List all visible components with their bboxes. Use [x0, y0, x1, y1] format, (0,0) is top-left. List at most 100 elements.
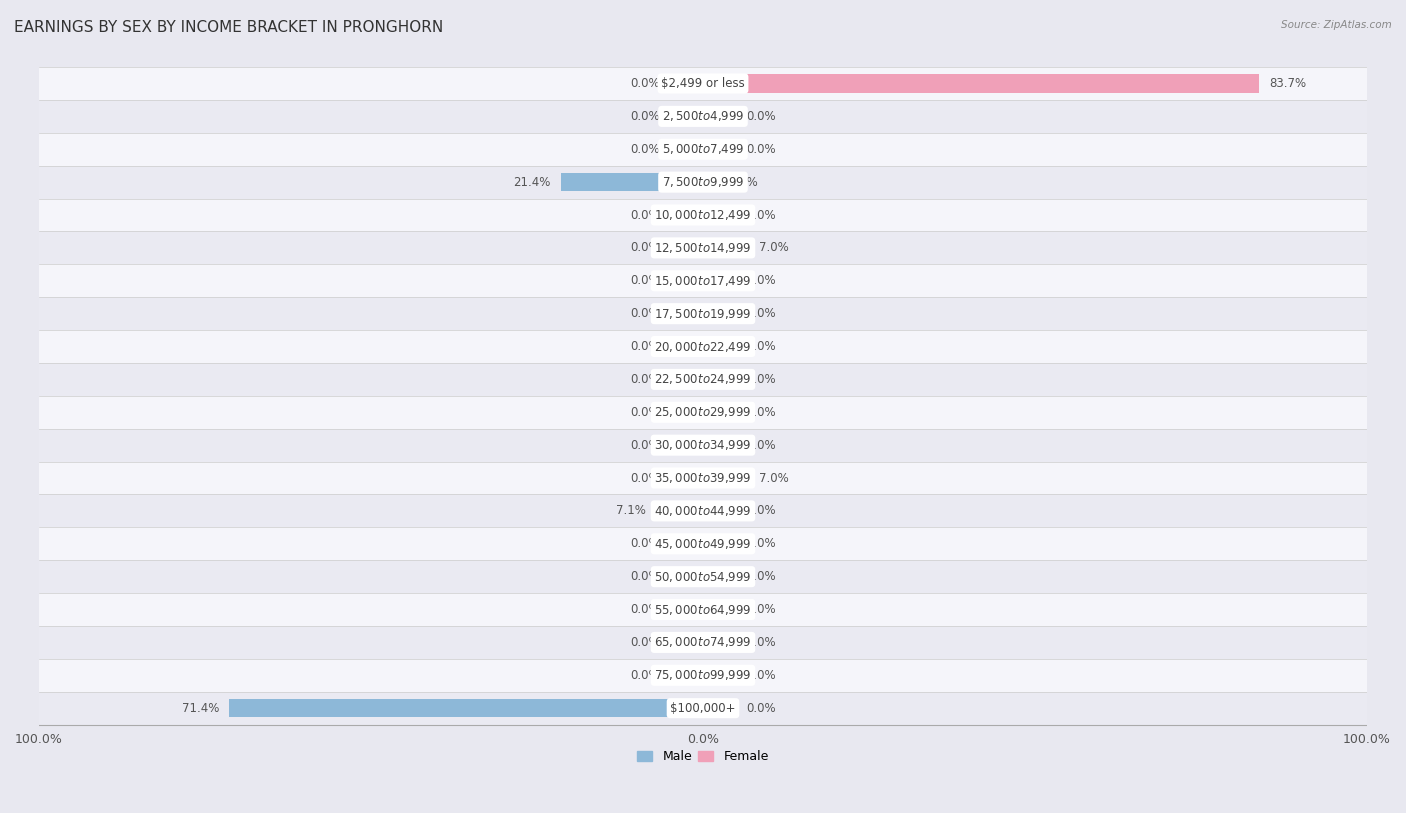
Bar [6, 494, 1400, 528]
Text: 0.0%: 0.0% [630, 669, 659, 682]
Bar [669, 535, 703, 553]
Text: $25,000 to $29,999: $25,000 to $29,999 [654, 406, 752, 420]
Text: 7.1%: 7.1% [616, 504, 645, 517]
Bar [703, 107, 737, 125]
Text: 0.0%: 0.0% [747, 504, 776, 517]
Bar [6, 264, 1400, 298]
Bar [703, 567, 737, 585]
Bar [6, 100, 1400, 133]
Text: 0.0%: 0.0% [630, 373, 659, 386]
Bar [6, 166, 1400, 198]
Text: $2,500 to $4,999: $2,500 to $4,999 [662, 110, 744, 124]
Text: 0.0%: 0.0% [747, 307, 776, 320]
Bar [669, 140, 703, 159]
Bar [229, 699, 703, 717]
Bar [669, 272, 703, 289]
Bar [669, 337, 703, 355]
Text: 0.0%: 0.0% [747, 406, 776, 419]
Bar [703, 173, 718, 191]
Bar [703, 633, 737, 651]
Text: $100,000+: $100,000+ [671, 702, 735, 715]
Bar [669, 436, 703, 454]
Bar [669, 305, 703, 323]
Bar [669, 403, 703, 421]
Bar [669, 633, 703, 651]
Text: $65,000 to $74,999: $65,000 to $74,999 [654, 636, 752, 650]
Text: 2.3%: 2.3% [728, 176, 758, 189]
Bar [6, 692, 1400, 724]
Text: 0.0%: 0.0% [747, 439, 776, 452]
Bar [6, 626, 1400, 659]
Text: 0.0%: 0.0% [630, 143, 659, 156]
Bar [703, 206, 737, 224]
Text: 0.0%: 0.0% [630, 636, 659, 649]
Bar [669, 206, 703, 224]
Bar [703, 305, 737, 323]
Bar [703, 667, 737, 685]
Text: $2,499 or less: $2,499 or less [661, 77, 745, 90]
Text: $40,000 to $44,999: $40,000 to $44,999 [654, 504, 752, 518]
Bar [669, 469, 703, 487]
Text: 0.0%: 0.0% [630, 274, 659, 287]
Legend: Male, Female: Male, Female [633, 746, 773, 768]
Bar [669, 75, 703, 93]
Text: $17,500 to $19,999: $17,500 to $19,999 [654, 307, 752, 320]
Bar [703, 403, 737, 421]
Text: Source: ZipAtlas.com: Source: ZipAtlas.com [1281, 20, 1392, 30]
Bar [6, 198, 1400, 232]
Text: $7,500 to $9,999: $7,500 to $9,999 [662, 175, 744, 189]
Text: 21.4%: 21.4% [513, 176, 551, 189]
Text: 0.0%: 0.0% [747, 570, 776, 583]
Bar [703, 272, 737, 289]
Text: 0.0%: 0.0% [630, 208, 659, 221]
Text: $22,500 to $24,999: $22,500 to $24,999 [654, 372, 752, 386]
Text: 0.0%: 0.0% [747, 636, 776, 649]
Text: 7.0%: 7.0% [759, 472, 789, 485]
Bar [669, 371, 703, 389]
Text: 0.0%: 0.0% [747, 274, 776, 287]
Bar [703, 371, 737, 389]
Text: 0.0%: 0.0% [630, 537, 659, 550]
Bar [669, 239, 703, 257]
Text: 0.0%: 0.0% [747, 603, 776, 616]
Bar [703, 469, 749, 487]
Text: $15,000 to $17,499: $15,000 to $17,499 [654, 274, 752, 288]
Text: $50,000 to $54,999: $50,000 to $54,999 [654, 570, 752, 584]
Bar [669, 107, 703, 125]
Text: $12,500 to $14,999: $12,500 to $14,999 [654, 241, 752, 255]
Bar [703, 239, 749, 257]
Bar [703, 75, 1258, 93]
Bar [6, 67, 1400, 100]
Text: 0.0%: 0.0% [630, 439, 659, 452]
Bar [703, 535, 737, 553]
Bar [703, 337, 737, 355]
Text: 0.0%: 0.0% [630, 77, 659, 90]
Text: 0.0%: 0.0% [747, 669, 776, 682]
Text: 0.0%: 0.0% [747, 373, 776, 386]
Bar [6, 560, 1400, 593]
Text: 7.0%: 7.0% [759, 241, 789, 254]
Text: $5,000 to $7,499: $5,000 to $7,499 [662, 142, 744, 156]
Text: $20,000 to $22,499: $20,000 to $22,499 [654, 340, 752, 354]
Text: 0.0%: 0.0% [630, 472, 659, 485]
Text: 71.4%: 71.4% [181, 702, 219, 715]
Text: 0.0%: 0.0% [747, 702, 776, 715]
Text: 83.7%: 83.7% [1268, 77, 1306, 90]
Bar [6, 330, 1400, 363]
Text: 0.0%: 0.0% [630, 406, 659, 419]
Text: $45,000 to $49,999: $45,000 to $49,999 [654, 537, 752, 550]
Text: 0.0%: 0.0% [747, 143, 776, 156]
Text: 0.0%: 0.0% [630, 570, 659, 583]
Bar [669, 567, 703, 585]
Bar [6, 428, 1400, 462]
Text: 0.0%: 0.0% [630, 340, 659, 353]
Bar [6, 528, 1400, 560]
Bar [6, 298, 1400, 330]
Bar [6, 232, 1400, 264]
Text: 0.0%: 0.0% [747, 537, 776, 550]
Text: 0.0%: 0.0% [630, 110, 659, 123]
Bar [703, 601, 737, 619]
Bar [6, 462, 1400, 494]
Text: $55,000 to $64,999: $55,000 to $64,999 [654, 602, 752, 616]
Text: 0.0%: 0.0% [630, 307, 659, 320]
